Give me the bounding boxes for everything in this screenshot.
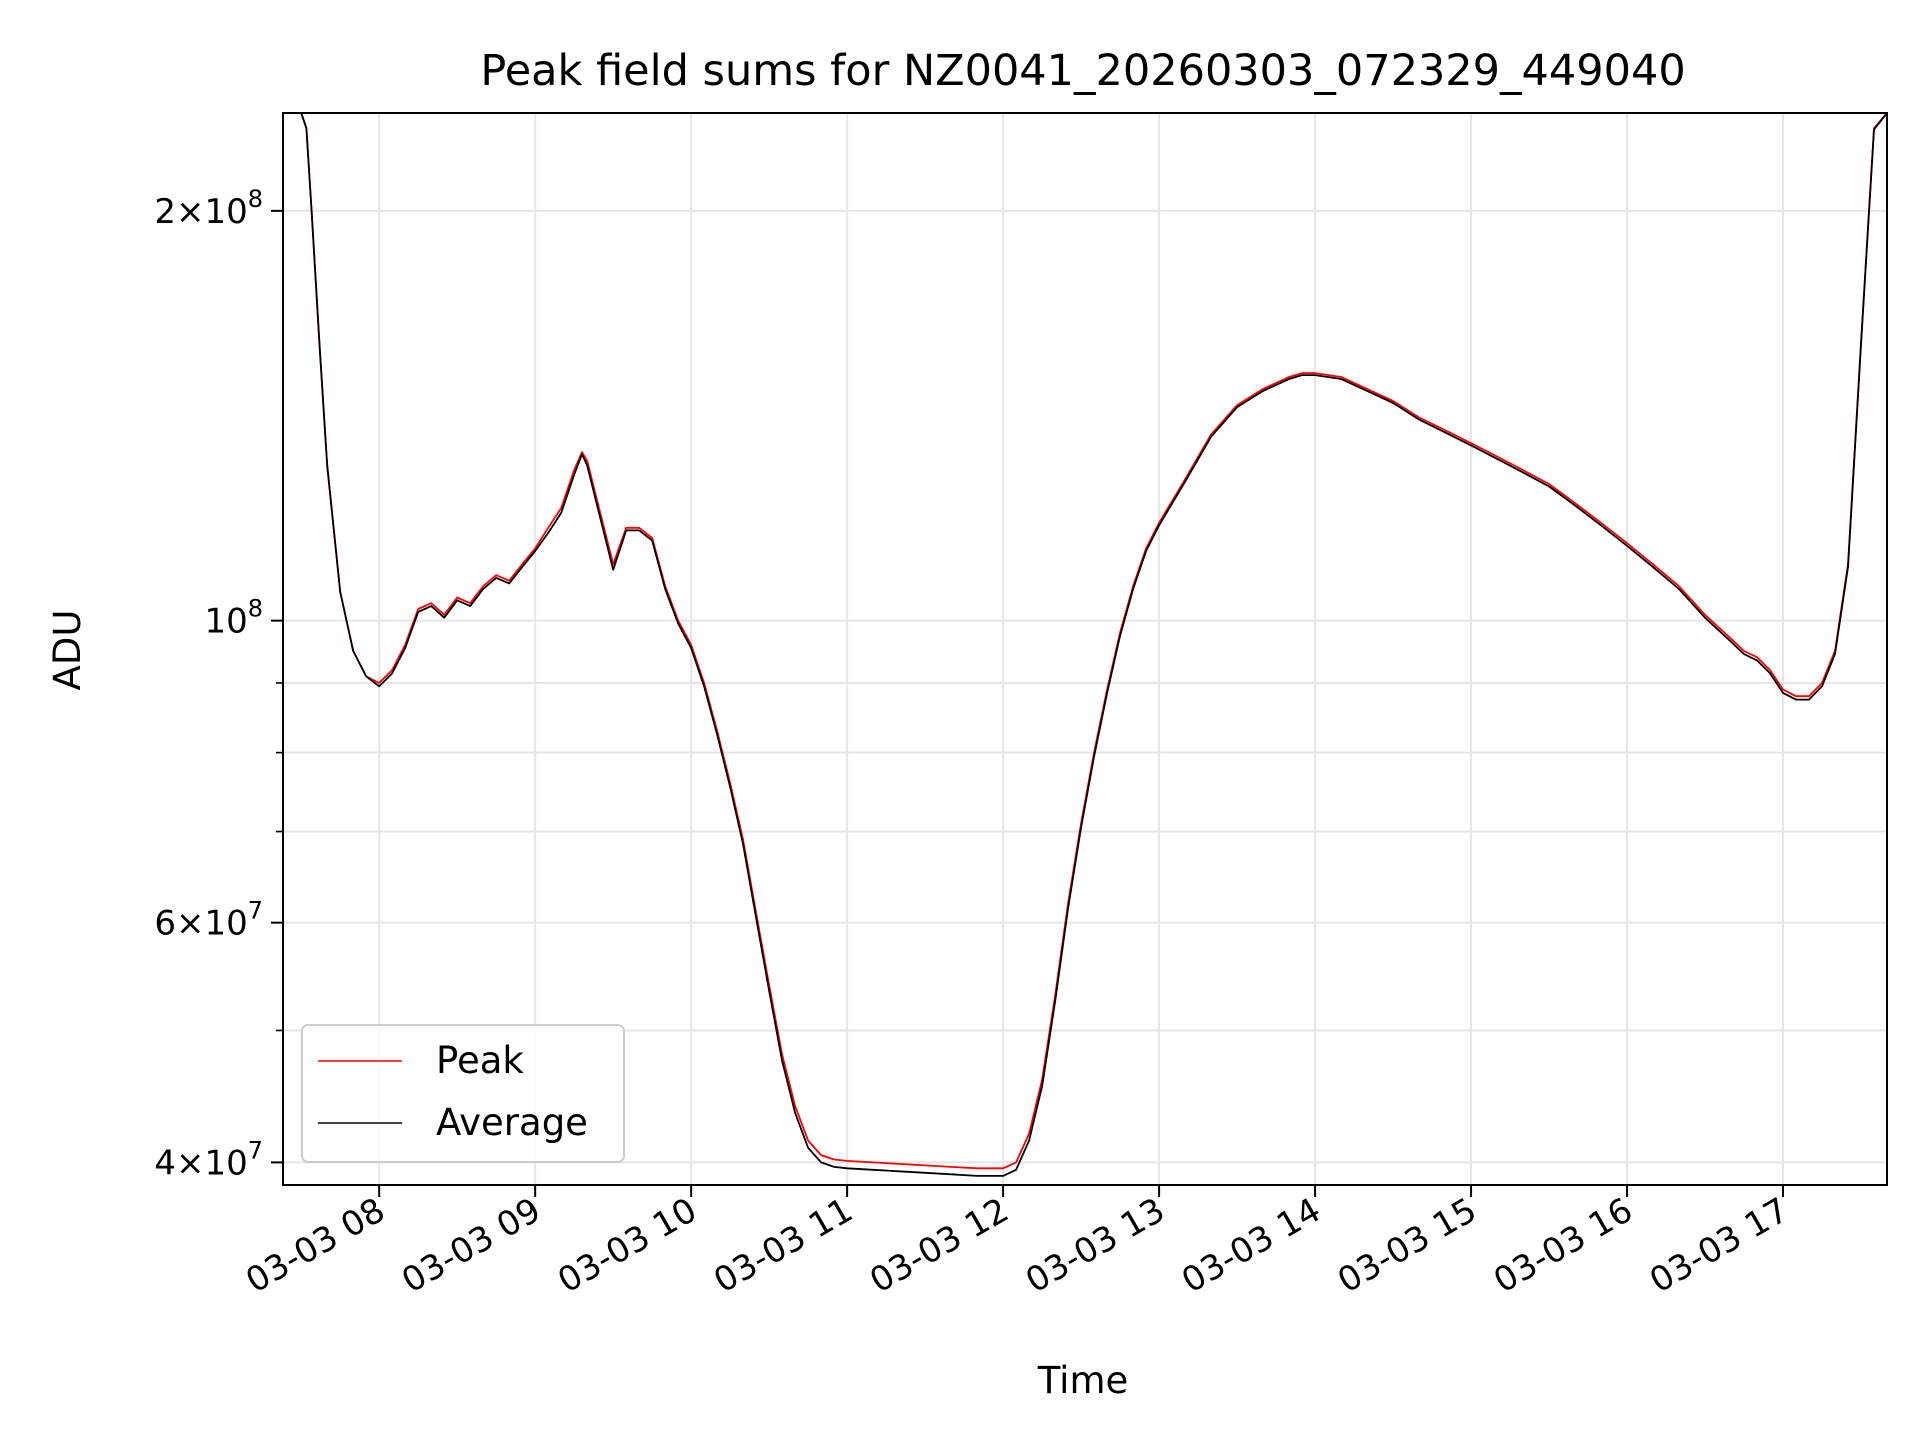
legend-box xyxy=(301,1024,625,1163)
series-layer xyxy=(283,113,1887,1177)
legend-label-peak: Peak xyxy=(436,1039,524,1082)
series-line-average xyxy=(283,113,1887,1177)
plot-frame xyxy=(282,112,1888,1186)
series-line-peak xyxy=(283,113,1887,1170)
legend-label-average: Average xyxy=(436,1101,588,1144)
y-tick-label: 4×107 xyxy=(154,1136,263,1183)
chart-title: Peak field sums for NZ0041_20260303_0723… xyxy=(480,46,1685,96)
legend: Peak Average xyxy=(301,1024,625,1163)
y-axis-title: ADU xyxy=(46,610,89,691)
x-axis-title: Time xyxy=(1037,1359,1129,1402)
y-axis: 2×108 108 6×107 4×107 xyxy=(154,185,283,1183)
y-tick-label: 6×107 xyxy=(154,897,263,944)
y-tick-label: 2×108 xyxy=(154,185,263,232)
y-tick-label: 108 xyxy=(204,595,263,642)
